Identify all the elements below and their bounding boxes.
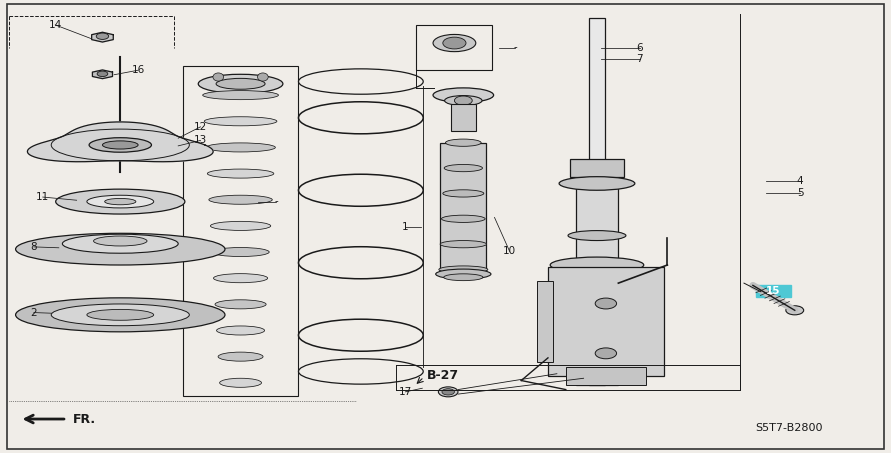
Text: 13: 13 (194, 135, 207, 145)
Text: 6: 6 (636, 43, 643, 53)
Ellipse shape (217, 78, 266, 89)
Ellipse shape (87, 309, 154, 320)
Ellipse shape (446, 139, 481, 146)
Text: 14: 14 (49, 20, 61, 30)
Ellipse shape (442, 215, 485, 222)
Text: 2: 2 (30, 308, 37, 318)
Text: FR.: FR. (73, 413, 96, 425)
Ellipse shape (220, 378, 262, 387)
Text: B-27: B-27 (427, 369, 459, 381)
Text: 10: 10 (503, 246, 516, 256)
Ellipse shape (87, 195, 154, 208)
Ellipse shape (215, 300, 266, 309)
Ellipse shape (436, 269, 491, 279)
Ellipse shape (444, 274, 483, 280)
Ellipse shape (102, 141, 138, 149)
Ellipse shape (89, 138, 151, 152)
Ellipse shape (210, 222, 271, 231)
Circle shape (454, 96, 472, 105)
Circle shape (442, 389, 454, 395)
Ellipse shape (56, 189, 185, 214)
Bar (416, 25, 492, 70)
Ellipse shape (208, 169, 274, 178)
Circle shape (595, 298, 617, 309)
Circle shape (595, 348, 617, 359)
Ellipse shape (213, 73, 224, 81)
Ellipse shape (16, 298, 225, 332)
Bar (566, 367, 646, 385)
Ellipse shape (214, 274, 267, 283)
Text: -: - (513, 43, 517, 53)
Ellipse shape (551, 257, 644, 273)
Bar (548, 267, 664, 376)
Ellipse shape (438, 387, 458, 397)
Ellipse shape (433, 88, 494, 102)
Text: 17: 17 (399, 387, 412, 397)
Ellipse shape (206, 143, 275, 152)
Circle shape (786, 306, 804, 315)
Ellipse shape (52, 304, 190, 326)
Ellipse shape (203, 91, 278, 100)
Bar (570, 159, 624, 177)
Polygon shape (93, 70, 112, 79)
Circle shape (443, 37, 466, 49)
Bar (756, 285, 791, 297)
Ellipse shape (560, 177, 634, 190)
Polygon shape (28, 122, 213, 162)
Ellipse shape (105, 198, 135, 205)
Ellipse shape (212, 247, 269, 256)
Bar (589, 18, 605, 385)
Ellipse shape (257, 73, 268, 81)
Ellipse shape (445, 96, 482, 106)
Ellipse shape (568, 231, 626, 241)
Text: 15: 15 (766, 286, 781, 296)
Bar (537, 281, 553, 362)
Bar (576, 168, 618, 385)
Ellipse shape (217, 326, 265, 335)
Ellipse shape (443, 190, 484, 197)
Text: 5: 5 (797, 188, 804, 198)
Bar (183, 66, 298, 396)
Ellipse shape (433, 34, 476, 52)
Text: 11: 11 (37, 192, 49, 202)
Text: 1: 1 (402, 222, 409, 231)
Ellipse shape (208, 195, 273, 204)
Bar (451, 104, 476, 131)
Polygon shape (92, 32, 113, 42)
Text: S5T7-B2800: S5T7-B2800 (755, 423, 822, 433)
Circle shape (97, 71, 108, 77)
Ellipse shape (218, 352, 263, 361)
Text: 7: 7 (636, 54, 643, 64)
Bar (440, 143, 486, 274)
Circle shape (96, 33, 109, 39)
Text: 8: 8 (30, 242, 37, 252)
Text: -: - (274, 197, 278, 207)
Ellipse shape (62, 234, 178, 253)
Ellipse shape (204, 117, 277, 126)
Ellipse shape (199, 74, 283, 93)
Text: 12: 12 (194, 122, 207, 132)
Text: 16: 16 (132, 65, 144, 75)
Ellipse shape (16, 233, 225, 265)
Ellipse shape (439, 266, 488, 273)
Ellipse shape (445, 164, 483, 172)
Text: 4: 4 (797, 176, 804, 186)
Ellipse shape (94, 236, 147, 246)
Ellipse shape (440, 241, 486, 248)
